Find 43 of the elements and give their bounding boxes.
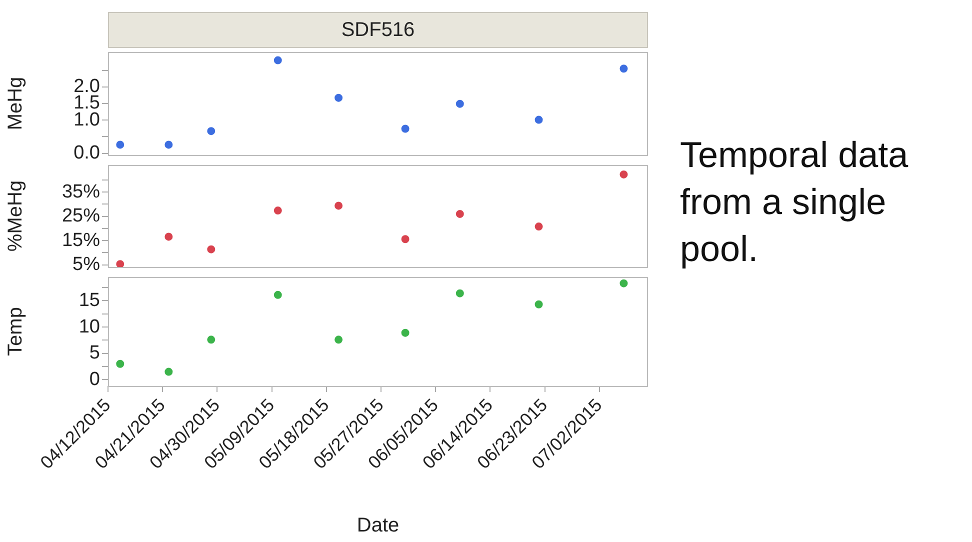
- y-axis-title: MeHg: [4, 76, 27, 130]
- point: [274, 290, 282, 299]
- point: [456, 289, 464, 298]
- y-axis-title: %MeHg: [4, 180, 27, 252]
- point: [534, 116, 543, 124]
- point: [207, 336, 216, 344]
- point: [334, 94, 343, 102]
- x-axis-title: Date: [356, 514, 400, 537]
- point: [116, 360, 124, 368]
- point: [164, 232, 173, 241]
- point: [207, 245, 216, 254]
- y-tick-label: 10: [78, 316, 100, 338]
- text: Temporal data from a single pool.: [680, 133, 910, 271]
- point: [534, 222, 543, 231]
- y-tick-label: 0.0: [74, 142, 100, 164]
- y-tick-label: 25%: [62, 206, 100, 227]
- y-tick-label: 15: [78, 290, 100, 311]
- point: [456, 210, 464, 218]
- y-tick-label: 35%: [62, 181, 100, 202]
- point: [164, 140, 173, 149]
- y-axis-title: Temp: [4, 307, 27, 356]
- point: [334, 336, 343, 344]
- point: [274, 56, 282, 64]
- y-tick-label: 5%: [72, 254, 100, 276]
- chart-title: SDF516: [108, 12, 648, 48]
- point: [207, 127, 216, 136]
- point: [401, 124, 410, 133]
- point: [401, 235, 410, 244]
- point: [334, 202, 343, 210]
- point: [534, 300, 543, 308]
- point: [456, 100, 464, 108]
- point: [164, 368, 173, 376]
- point: [116, 140, 124, 149]
- y-tick-label: 15%: [62, 230, 100, 251]
- y-tick-label: 1.0: [74, 109, 100, 130]
- y-tick-label: 0: [89, 368, 100, 390]
- y-tick-label: 5: [89, 342, 100, 364]
- point: [620, 64, 628, 73]
- point: [274, 206, 282, 215]
- point: [116, 260, 124, 267]
- point: [620, 170, 628, 178]
- point: [620, 279, 628, 288]
- point: [401, 328, 410, 337]
